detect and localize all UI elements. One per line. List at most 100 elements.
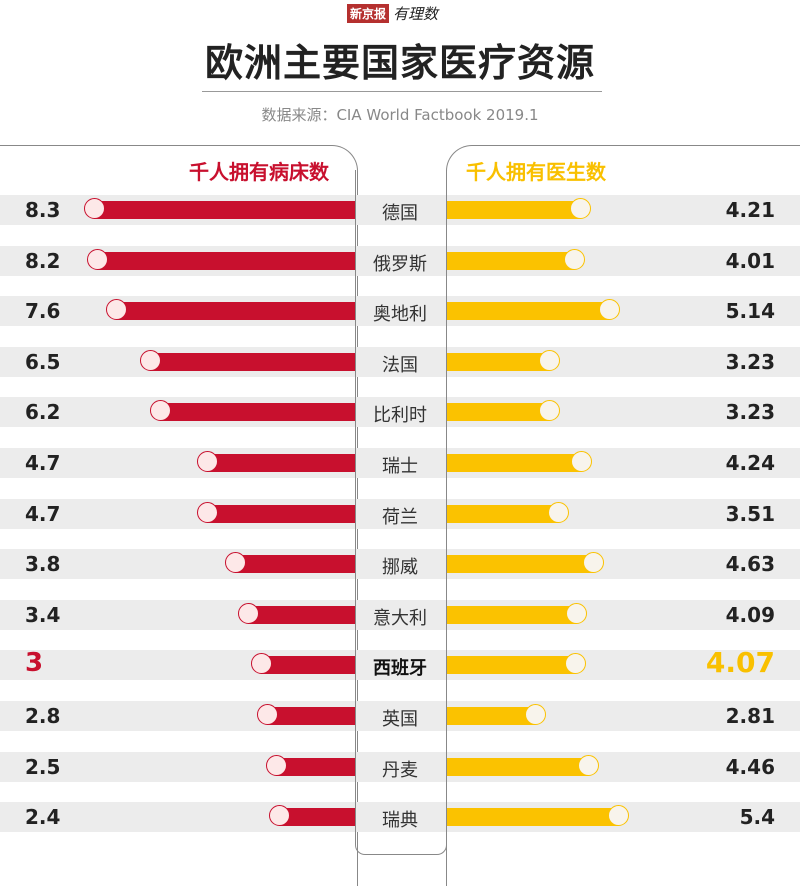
beds-value-label: 6.2 — [25, 400, 61, 425]
beds-bar — [279, 808, 355, 827]
doctors-bar-end-dot — [599, 299, 621, 321]
doctors-bar — [446, 504, 558, 523]
beds-bar-end-dot — [86, 248, 108, 270]
country-label: 挪威 — [382, 557, 418, 579]
beds-bar-end-dot — [149, 400, 171, 422]
doctors-bar — [446, 454, 581, 472]
doctors-bar — [446, 403, 549, 422]
beds-bar — [159, 403, 355, 422]
doctors-bar-end-dot — [569, 198, 591, 219]
logo: 新京报 有理数 — [347, 3, 438, 24]
beds-bar-end-dot — [140, 349, 162, 371]
beds-bar-end-dot — [269, 805, 291, 827]
doctors-bar — [446, 656, 576, 675]
doctors-bar-end-dot — [538, 349, 560, 371]
doctors-bar-end-dot — [563, 248, 585, 270]
country-label: 俄罗斯 — [373, 253, 427, 275]
doctors-value-label: 4.24 — [725, 451, 775, 475]
chart-row: 3.4 意大利 4.09 — [0, 599, 800, 630]
country-label: 瑞士 — [382, 456, 418, 477]
doctors-value-label: 4.46 — [725, 754, 775, 779]
beds-bar — [93, 201, 355, 219]
doctors-bar-end-dot — [525, 704, 547, 725]
title-divider — [202, 91, 602, 92]
country-label: 法国 — [382, 354, 418, 376]
beds-bar — [247, 605, 355, 624]
doctors-bar-end-dot — [565, 653, 587, 675]
beds-value-label: 4.7 — [25, 501, 61, 526]
country-label: 西班牙 — [373, 658, 427, 680]
beds-value-label: 6.5 — [25, 349, 61, 374]
beds-bar — [96, 251, 355, 270]
beds-value-label: 4.7 — [25, 451, 61, 475]
doctors-bar — [446, 201, 580, 219]
chart-row: 6.2 比利时 3.23 — [0, 397, 800, 428]
doctors-value-label: 4.01 — [725, 248, 775, 273]
beds-bar-end-dot — [250, 653, 272, 675]
beds-bar — [266, 707, 355, 725]
chart-row: 2.4 瑞典 5.4 — [0, 802, 800, 833]
beds-bar-end-dot — [237, 602, 259, 624]
logo-script: 有理数 — [393, 5, 439, 23]
chart-row: 8.2 俄罗斯 4.01 — [0, 245, 800, 276]
chart-row: 8.3 德国 4.21 — [0, 195, 800, 225]
beds-value-label: 3.4 — [25, 602, 61, 627]
doctors-bar — [446, 605, 577, 624]
doctors-value-label: 4.21 — [725, 198, 775, 222]
country-label: 英国 — [382, 709, 418, 730]
doctors-bar-end-dot — [607, 805, 629, 827]
beds-bar-end-dot — [105, 299, 127, 321]
country-label: 丹麦 — [382, 759, 418, 781]
beds-bar-end-dot — [196, 501, 218, 523]
doctors-bar-end-dot — [583, 552, 605, 574]
doctors-value-label: 2.81 — [725, 704, 775, 728]
beds-bar — [206, 454, 355, 472]
chart-row: 2.8 英国 2.81 — [0, 701, 800, 731]
country-column-frame — [355, 170, 447, 855]
beds-bar-end-dot — [196, 451, 218, 472]
doctors-value-label: 3.23 — [725, 349, 775, 374]
beds-bar — [235, 555, 355, 574]
doctors-value-label: 5.14 — [725, 299, 775, 324]
beds-bar — [206, 504, 355, 523]
chart-row: 4.7 荷兰 3.51 — [0, 498, 800, 529]
chart-row: 3 西班牙 4.07 — [0, 646, 800, 681]
chart-title: 欧洲主要国家医疗资源 — [204, 41, 595, 85]
beds-value-label: 3.8 — [25, 552, 61, 577]
doctors-bar — [446, 757, 588, 776]
beds-value-label: 2.5 — [25, 754, 61, 779]
doctors-bar-end-dot — [577, 754, 599, 776]
doctors-bar-end-dot — [538, 400, 560, 422]
doctors-bar-end-dot — [566, 602, 588, 624]
beds-value-label: 8.2 — [25, 248, 61, 273]
chart-row: 7.6 奥地利 5.14 — [0, 296, 800, 327]
doctors-bar — [446, 555, 594, 574]
source-note: 数据来源：CIA World Factbook 2019.1 — [261, 106, 539, 124]
doctors-value-label: 4.09 — [725, 602, 775, 627]
beds-bar — [260, 656, 355, 675]
beds-bar — [115, 302, 355, 321]
country-label: 意大利 — [373, 607, 427, 629]
country-label: 比利时 — [373, 405, 427, 427]
doctors-value-label: 3.51 — [725, 501, 775, 526]
beds-value-label: 8.3 — [25, 198, 61, 222]
beds-value-label: 7.6 — [25, 299, 61, 324]
doctors-bar — [446, 352, 549, 371]
logo-box: 新京报 — [347, 4, 390, 23]
chart-row: 4.7 瑞士 4.24 — [0, 448, 800, 478]
beds-bar-end-dot — [225, 552, 247, 574]
beds-value-label: 2.4 — [25, 805, 61, 830]
chart-row: 3.8 挪威 4.63 — [0, 549, 800, 580]
doctors-value-label: 5.4 — [739, 805, 775, 830]
beds-bar-end-dot — [256, 704, 278, 725]
country-label: 德国 — [382, 203, 418, 224]
beds-bar — [276, 757, 355, 776]
doctors-bar-end-dot — [570, 451, 592, 472]
country-label: 荷兰 — [382, 506, 418, 528]
chart-row: 6.5 法国 3.23 — [0, 346, 800, 377]
beds-bar — [150, 352, 355, 371]
legend-doctors: 千人拥有医生数 — [466, 160, 606, 184]
doctors-bar — [446, 707, 536, 725]
doctors-value-label: 4.07 — [705, 646, 775, 680]
chart-row: 2.5 丹麦 4.46 — [0, 751, 800, 782]
